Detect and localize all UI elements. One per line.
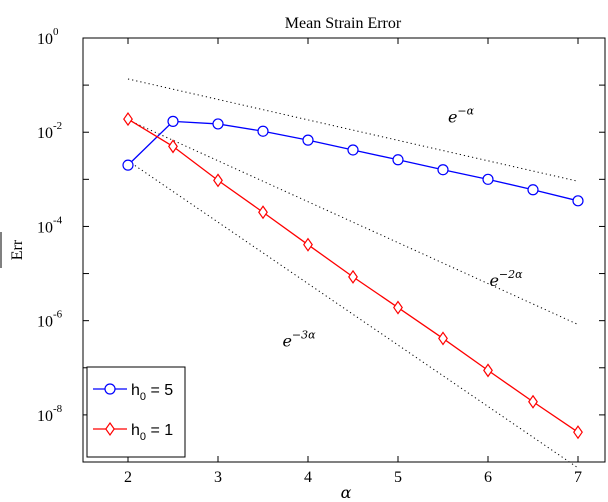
data-point xyxy=(302,134,314,146)
y-tick-exp: -8 xyxy=(53,403,63,415)
legend-entry-rest: = 5 xyxy=(146,382,173,399)
reference-label-base: e xyxy=(489,271,498,290)
data-point xyxy=(482,173,494,185)
x-tick-label: 2 xyxy=(124,469,132,486)
y-axis-label: Err xyxy=(9,239,26,260)
y-tick-base: 10 xyxy=(37,408,53,425)
reference-label: e−α xyxy=(448,105,475,127)
data-point xyxy=(105,421,115,437)
series-lines xyxy=(122,112,584,440)
reference-lines xyxy=(127,78,579,469)
data-point xyxy=(257,125,269,137)
y-tick-base: 10 xyxy=(37,31,53,48)
legend-entry-label: h0 = 1 xyxy=(131,422,173,443)
y-tick-exp: -6 xyxy=(53,309,63,321)
y-tick-base: 10 xyxy=(37,219,53,236)
reference-label-base: e xyxy=(448,108,457,127)
legend-entry-label: h0 = 5 xyxy=(131,382,173,403)
data-point xyxy=(483,363,493,378)
y-tick-label: 10-8 xyxy=(37,403,63,425)
data-point xyxy=(528,394,538,409)
legend-entry-rest: = 1 xyxy=(146,422,173,439)
y-tick-label: 10-4 xyxy=(37,214,63,236)
data-point xyxy=(527,184,539,196)
y-tick-exp: 0 xyxy=(53,26,59,38)
y-tick-exp: -2 xyxy=(53,120,62,132)
data-point xyxy=(438,331,448,346)
data-point xyxy=(348,269,358,284)
data-point xyxy=(122,159,134,171)
data-point xyxy=(393,300,403,315)
data-point xyxy=(212,118,224,130)
reference-line xyxy=(127,160,579,469)
data-point xyxy=(213,173,223,188)
data-point xyxy=(123,112,133,127)
data-point xyxy=(347,144,359,156)
data-point xyxy=(258,205,268,220)
reference-line xyxy=(127,119,579,325)
reference-label: e−2α xyxy=(489,268,523,290)
legend-entry-main: h xyxy=(131,382,140,399)
data-point xyxy=(167,115,179,127)
x-tick-label: 3 xyxy=(214,469,222,486)
reference-label-exp: −α xyxy=(457,105,474,118)
y-tick-base: 10 xyxy=(37,125,53,142)
reference-label-base: e xyxy=(282,332,291,351)
reference-label-exp: −2α xyxy=(499,268,523,281)
y-tick-label: 100 xyxy=(37,26,59,48)
legend-box xyxy=(86,366,186,458)
legend: h0 = 5h0 = 1 xyxy=(86,366,186,458)
legend-entry-main: h xyxy=(131,422,140,439)
data-point xyxy=(303,237,313,252)
data-point xyxy=(104,383,116,395)
data-point xyxy=(573,425,583,440)
data-point xyxy=(437,164,449,176)
legend-entry-sub: 0 xyxy=(140,431,146,443)
y-tick-label: 10-2 xyxy=(37,120,62,142)
x-tick-label: 5 xyxy=(394,469,402,486)
data-point xyxy=(168,139,178,154)
x-tick-label: 4 xyxy=(304,469,312,486)
reference-label: e−3α xyxy=(282,329,316,351)
x-tick-label: 7 xyxy=(574,469,582,486)
y-tick-exp: -4 xyxy=(53,214,63,226)
series-line xyxy=(127,120,579,202)
reference-line xyxy=(127,78,579,182)
x-axis-label: α xyxy=(341,483,352,502)
reference-label-exp: −3α xyxy=(292,329,316,342)
data-point xyxy=(392,154,404,166)
y-tick-base: 10 xyxy=(37,314,53,331)
legend-entry-sub: 0 xyxy=(140,391,146,403)
data-point xyxy=(572,195,584,207)
plot-frame xyxy=(82,37,606,463)
y-tick-label: 10-6 xyxy=(37,309,63,331)
x-tick-label: 6 xyxy=(484,469,492,486)
chart-title: Mean Strain Error xyxy=(285,15,402,32)
